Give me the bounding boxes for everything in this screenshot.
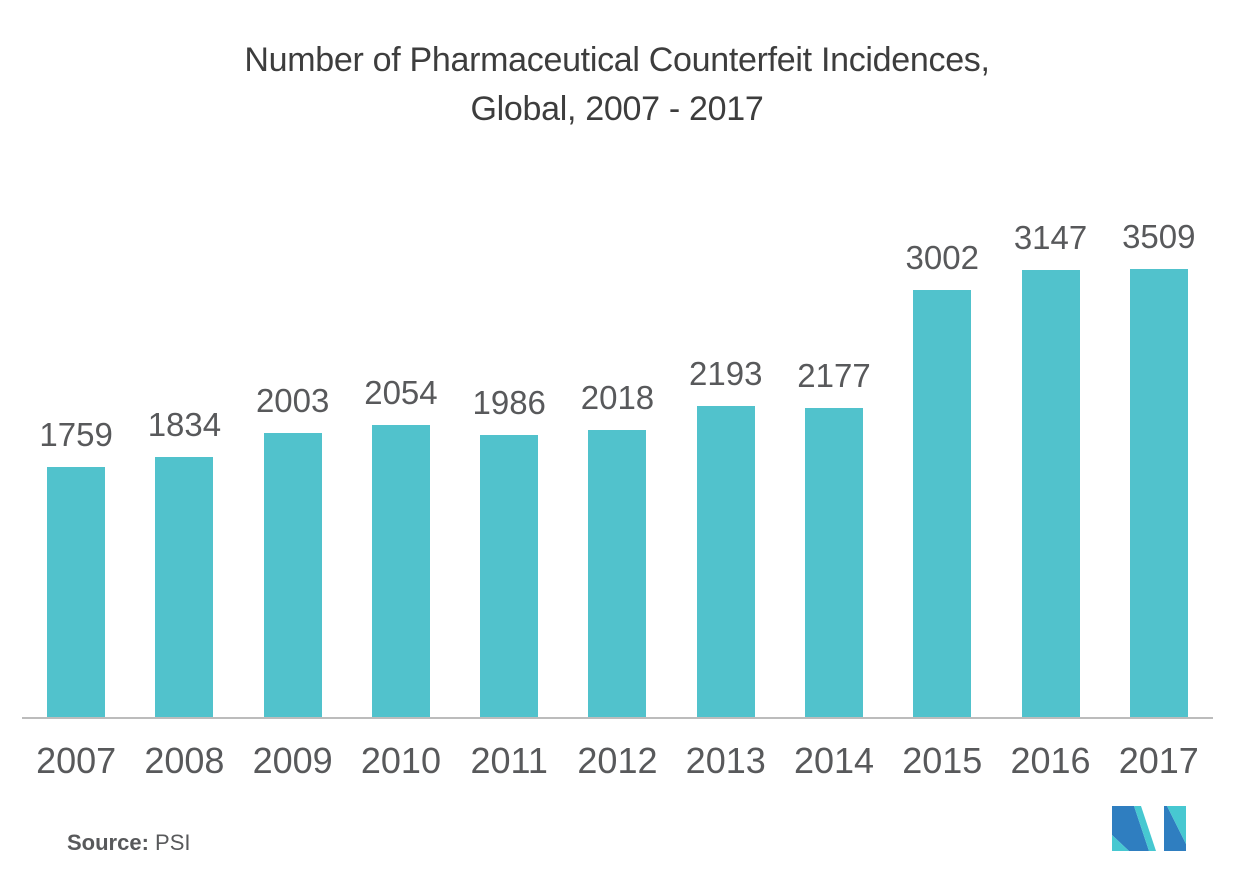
bar-column: 2018: [563, 218, 671, 718]
bar-column: 1759: [22, 218, 130, 718]
bar: [1021, 270, 1080, 718]
bar-column: 2177: [780, 218, 888, 718]
bar-value-label: 3147: [1013, 219, 1088, 256]
logo-left-blue-band: [1112, 806, 1149, 851]
bar-value-label: 1986: [472, 384, 546, 421]
chart-title-line-2: Global, 2007 - 2017: [470, 90, 764, 128]
bar-value-label: 1759: [39, 416, 113, 453]
mordor-intelligence-logo: [1112, 806, 1186, 851]
bar-column: 1834: [130, 218, 238, 718]
x-axis-label: 2009: [252, 740, 333, 781]
bar-value-label: 3509: [1122, 218, 1196, 255]
bar: [371, 425, 430, 718]
x-axis-labels: 2007 2008 2009 2010 2011 2012 2013 2014 2015 2016…: [22, 740, 1213, 782]
x-axis-label: 2008: [144, 740, 225, 781]
source-label: Source:: [67, 830, 149, 855]
bar: [155, 457, 214, 718]
x-axis-label: 2012: [577, 740, 658, 781]
bar-value-label: 1834: [147, 406, 222, 443]
bar-column: 3147: [996, 218, 1104, 718]
x-axis-label: 2017: [1118, 740, 1199, 781]
x-axis-label: 2015: [902, 740, 983, 781]
bar-column: 2054: [347, 218, 455, 718]
logo-right-teal-triangle: [1167, 806, 1186, 844]
bar-column: 3509: [1105, 218, 1213, 718]
logo-middle-teal-band: [1134, 806, 1156, 851]
bar-column: 1986: [455, 218, 563, 718]
bar-column: 3002: [888, 218, 996, 718]
bar-value-label: 2054: [364, 374, 438, 411]
x-axis-label: 2014: [793, 740, 875, 781]
x-axis-label: 2016: [1010, 740, 1091, 781]
bar: [480, 435, 539, 718]
plot-area: 1759 1834 2003 2054 1986 2018 2193 2177 3002 3147…: [22, 218, 1213, 718]
x-axis-label: 2013: [685, 740, 766, 781]
bar: [263, 433, 322, 718]
chart-title-line-1: Number of Pharmaceutical Counterfeit Inc…: [244, 41, 990, 79]
bar-value-label: 2018: [580, 379, 655, 416]
bar: [696, 406, 755, 718]
source-note: Source: PSI: [67, 830, 191, 856]
bar-column: 2193: [672, 218, 780, 718]
bar: [804, 408, 863, 718]
x-axis-label: 2007: [36, 740, 117, 781]
source-value: PSI: [155, 830, 191, 855]
logo-right-blue-shape: [1164, 806, 1186, 851]
logo-bottom-left-teal-triangle: [1112, 835, 1129, 851]
bar: [1129, 269, 1188, 718]
x-axis-label: 2010: [360, 740, 441, 781]
bar: [588, 430, 647, 718]
bar: [913, 290, 972, 718]
bar-value-label: 2193: [689, 355, 763, 392]
bar-column: 2003: [239, 218, 347, 718]
bar: [47, 467, 106, 718]
chart-title: Number of Pharmaceutical Counterfeit Inc…: [0, 36, 1234, 134]
bar-value-label: 2003: [255, 382, 330, 419]
bar-value-label: 2177: [797, 357, 871, 394]
bar-value-label: 3002: [905, 239, 979, 276]
x-axis-label: 2011: [470, 740, 548, 781]
x-axis-line: [22, 717, 1213, 719]
